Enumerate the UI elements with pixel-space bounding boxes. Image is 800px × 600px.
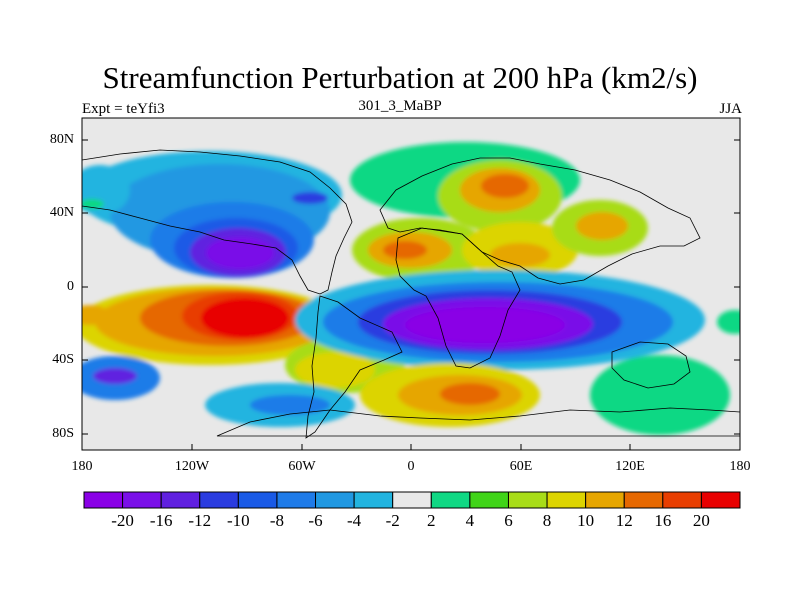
- contour-shade: [93, 368, 137, 384]
- contour-shade: [82, 305, 110, 325]
- case-label: 301_3_MaBP: [358, 98, 442, 114]
- lon-label: 60E: [509, 459, 533, 474]
- latitude-ticks: [82, 139, 740, 435]
- colorbar-tick-label: -10: [227, 511, 250, 530]
- colorbar-swatch: [430, 491, 471, 509]
- longitude-ticks: [81, 444, 741, 450]
- coastline-antarctica: [216, 407, 740, 437]
- colorbar-swatch: [160, 491, 201, 509]
- lon-label: 0: [407, 459, 415, 474]
- lon-label: 120W: [174, 459, 210, 474]
- contour-shade: [490, 243, 550, 267]
- lat-label: 80S: [52, 426, 74, 441]
- colorbar-tick-label: 6: [504, 511, 513, 530]
- contour-shade: [292, 192, 328, 204]
- contour-shade: [717, 310, 740, 334]
- contour-shade: [576, 212, 628, 240]
- colorbar-swatch: [469, 491, 509, 509]
- contour-shade: [383, 241, 427, 259]
- plot-title: Streamfunction Perturbation at 200 hPa (…: [102, 60, 698, 95]
- contour-shade: [590, 355, 730, 435]
- colorbar-swatch: [122, 491, 162, 509]
- contour-shade: [250, 395, 330, 415]
- contour-shade: [295, 352, 375, 388]
- colorbar-tick-label: 20: [692, 511, 710, 530]
- contour-shade: [201, 298, 289, 338]
- contour-fill-layer: [82, 142, 740, 435]
- colorbar-tick-label: 8: [542, 511, 552, 530]
- colorbar-swatch: [315, 491, 355, 509]
- coastline-australia: [611, 341, 691, 389]
- colorbar-swatch: [700, 491, 741, 509]
- lat-label: 0: [67, 279, 74, 294]
- lat-label: 40S: [52, 352, 74, 367]
- colorbar-swatch: [546, 491, 587, 509]
- colorbar-swatch: [199, 491, 239, 509]
- lon-label: 120E: [615, 459, 645, 474]
- colorbar-tick-label: 16: [654, 511, 672, 530]
- colorbar-tick-label: 2: [427, 511, 436, 530]
- colorbar-tick-label: -12: [188, 511, 212, 530]
- lat-label: 80N: [49, 132, 74, 147]
- coastline-north-america: [82, 149, 353, 295]
- coastline-layer: [82, 149, 740, 439]
- lon-label: 180: [729, 459, 751, 474]
- lon-label: 60W: [288, 459, 316, 474]
- colorbar-tick-label: -8: [269, 511, 285, 530]
- colorbar-swatch: [662, 491, 702, 509]
- contour-shade: [405, 307, 565, 343]
- colorbar: [83, 491, 741, 509]
- contour-shade: [206, 237, 274, 269]
- colorbar-tick-label: 4: [465, 511, 475, 530]
- colorbar-swatch: [353, 491, 394, 509]
- season-label: JJA: [719, 101, 742, 117]
- colorbar-tick-label: -4: [347, 511, 362, 530]
- colorbar-tick-label: 10: [577, 511, 595, 530]
- lat-label: 40N: [49, 205, 74, 220]
- colorbar-tick-label: -16: [149, 511, 173, 530]
- colorbar-swatch: [83, 491, 124, 509]
- colorbar-swatch: [237, 491, 278, 509]
- colorbar-swatch: [623, 491, 664, 509]
- colorbar-swatch: [585, 491, 625, 509]
- colorbar-swatch: [507, 491, 548, 509]
- contour-shade: [440, 383, 500, 405]
- colorbar-tick-label: -20: [111, 511, 134, 530]
- colorbar-tick-label: -6: [308, 511, 323, 530]
- colorbar-swatch: [276, 491, 317, 509]
- contour-shade: [481, 174, 529, 198]
- colorbar-swatch: [392, 491, 432, 509]
- lon-label: 180: [71, 459, 93, 474]
- colorbar-tick-label: 12: [615, 511, 633, 530]
- coastline-eurasia: [379, 157, 701, 285]
- experiment-label: Expt = teYfi3: [82, 101, 165, 117]
- colorbar-tick-label: -2: [385, 511, 400, 530]
